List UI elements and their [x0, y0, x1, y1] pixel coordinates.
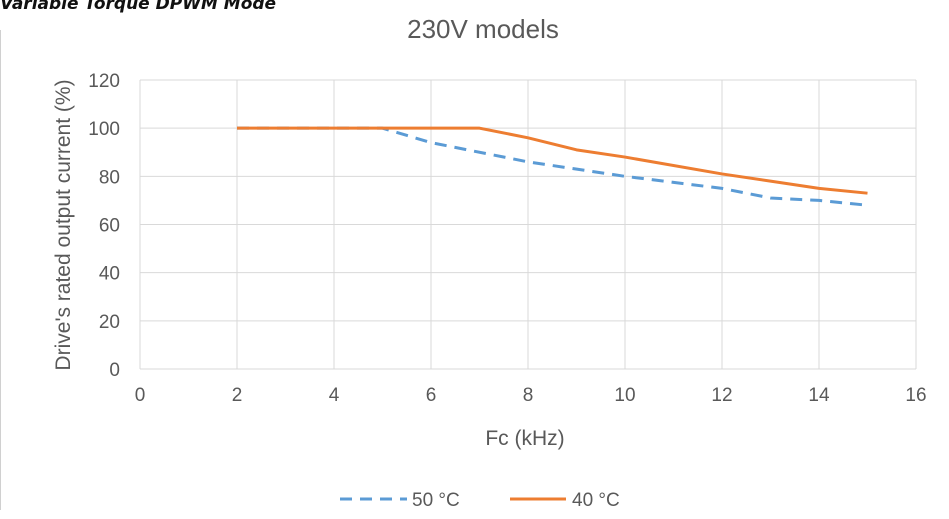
y-tick-label: 20 — [99, 312, 120, 333]
legend: 50 °C 40 °C — [340, 490, 620, 511]
left-border-rule — [0, 30, 13, 510]
x-tick-label: 2 — [232, 385, 243, 406]
y-tick-label: 0 — [109, 360, 120, 381]
x-tick-label: 6 — [426, 385, 437, 406]
page-caption: Variable Torque DPWM Mode — [0, 0, 277, 14]
series-line-1 — [237, 126, 868, 207]
chart-title: 230V models — [407, 14, 559, 44]
y-axis-ticks: 0 20 40 60 80 100 120 — [88, 71, 120, 381]
x-tick-label: 16 — [905, 385, 926, 406]
x-tick-label: 8 — [523, 385, 534, 406]
y-tick-label: 100 — [88, 119, 120, 140]
y-tick-label: 40 — [99, 264, 120, 285]
x-tick-label: 4 — [329, 385, 340, 406]
x-tick-label: 12 — [711, 385, 732, 406]
x-axis-label: Fc (kHz) — [485, 427, 564, 450]
x-tick-label: 14 — [808, 385, 830, 406]
x-tick-label: 0 — [135, 385, 146, 406]
series-line-2 — [237, 126, 868, 195]
y-axis-label: Drive's rated output current (%) — [52, 79, 75, 370]
x-tick-label: 10 — [614, 385, 635, 406]
grid-lines — [139, 79, 917, 370]
y-tick-label: 120 — [88, 71, 120, 92]
legend-label-2: 40 °C — [572, 490, 620, 511]
legend-label-1: 50 °C — [412, 490, 460, 511]
y-tick-label: 80 — [99, 167, 120, 188]
series-lines — [237, 126, 868, 207]
y-tick-label: 60 — [99, 216, 120, 237]
x-axis-ticks: 0 2 4 6 8 10 12 14 16 — [135, 385, 927, 406]
